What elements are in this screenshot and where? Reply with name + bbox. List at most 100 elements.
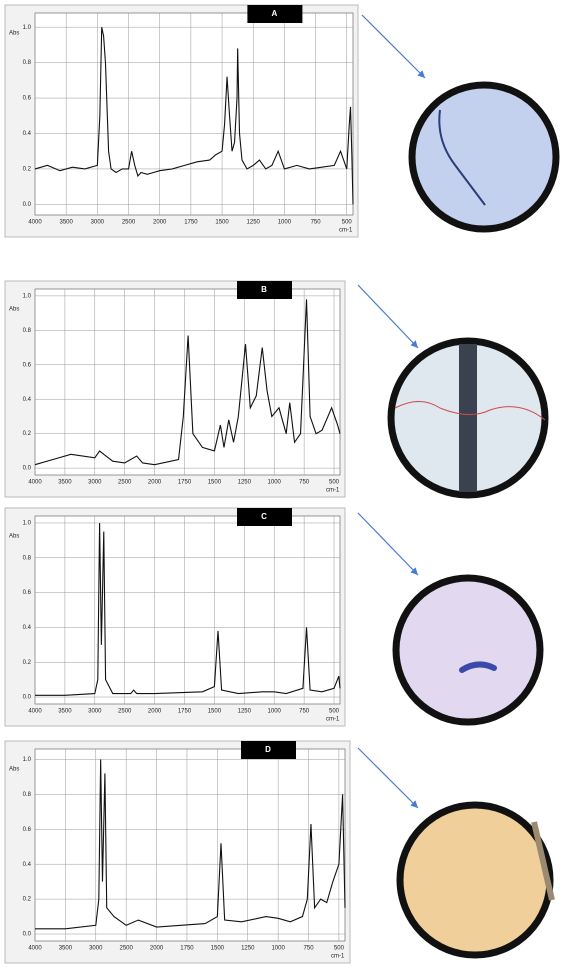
chart: 4000 3500 3000 2500 2000 1750 1500 1250 1000 750 5… [4, 4, 359, 238]
chart: 4000 3500 3000 2500 2000 1750 1500 1250 1000 750 5… [4, 740, 351, 964]
x-tick-label: 2500 [122, 220, 136, 226]
x-tick-label: 750 [304, 946, 315, 952]
y-tick-label: 0.8 [23, 60, 32, 66]
spectrum-line [34, 299, 341, 466]
y-tick-label: 1.0 [23, 757, 32, 763]
x-tick-label: 2000 [148, 480, 162, 486]
x-tick-label: 1250 [241, 946, 255, 952]
x-tick-label: 2500 [118, 480, 132, 486]
x-tick-label: 2500 [119, 946, 133, 952]
x-axis-label: cm-1 [326, 488, 340, 494]
x-tick-label: 3500 [58, 709, 72, 715]
y-tick-label: 0.8 [23, 328, 32, 334]
x-tick-label: 4000 [28, 709, 42, 715]
y-tick-label: 1.0 [23, 25, 32, 31]
x-tick-label: 2000 [148, 709, 162, 715]
arrow [357, 512, 419, 576]
y-tick-label: 0.8 [23, 555, 32, 561]
x-tick-label: 3000 [88, 480, 102, 486]
x-tick-label: 1750 [184, 220, 198, 226]
x-tick-label: 500 [329, 709, 340, 715]
x-tick-label: 1000 [268, 480, 282, 486]
y-axis-label: Abs [9, 534, 19, 540]
x-tick-label: 1250 [247, 220, 261, 226]
spectrum-line [35, 759, 346, 930]
x-axis-label: cm-1 [326, 717, 340, 723]
arrow [361, 14, 426, 79]
fiber [531, 821, 555, 901]
y-tick-label: 0.2 [23, 897, 32, 903]
y-tick-label: 0.4 [23, 625, 32, 631]
x-tick-label: 1500 [211, 946, 225, 952]
arrow [357, 747, 419, 809]
y-tick-label: 0.0 [23, 466, 32, 472]
x-tick-label: 2500 [118, 709, 132, 715]
y-tick-label: 0.4 [23, 131, 32, 137]
x-tick-label: 750 [311, 220, 322, 226]
x-tick-label: 3500 [59, 220, 73, 226]
y-axis-label: Abs [9, 307, 19, 313]
x-tick-label: 3000 [89, 946, 103, 952]
fiber [394, 401, 546, 421]
x-tick-label: 1500 [208, 480, 222, 486]
y-tick-label: 0.6 [23, 96, 32, 102]
fiber [438, 109, 486, 206]
chart-title: C [261, 512, 267, 521]
x-tick-label: 1500 [215, 220, 229, 226]
x-tick-label: 1250 [238, 480, 252, 486]
chart: 4000 3500 3000 2500 2000 1750 1500 1250 1000 750 5… [4, 280, 346, 498]
x-tick-label: 1750 [180, 946, 194, 952]
title-box [241, 741, 296, 759]
title-box [237, 508, 292, 526]
title-box [247, 5, 303, 23]
micrograph [392, 574, 544, 726]
x-axis-label: cm-1 [331, 954, 345, 960]
micrograph [408, 81, 560, 233]
y-tick-label: 0.6 [23, 827, 32, 833]
y-tick-label: 0.0 [23, 202, 32, 208]
y-tick-label: 0.0 [23, 932, 32, 938]
micrograph [396, 801, 554, 959]
x-tick-label: 4000 [28, 480, 42, 486]
x-tick-label: 500 [334, 946, 345, 952]
x-tick-label: 1500 [208, 709, 222, 715]
fiber [459, 344, 477, 492]
y-axis-label: Abs [9, 31, 19, 37]
fiber [459, 661, 497, 673]
spectrum-line [34, 27, 354, 205]
x-tick-label: 1000 [268, 709, 282, 715]
x-tick-label: 1750 [178, 480, 192, 486]
spectrum-line [35, 522, 341, 696]
x-tick-label: 3500 [59, 946, 73, 952]
x-tick-label: 1000 [278, 220, 292, 226]
arrows [357, 14, 426, 809]
chart: 4000 3500 3000 2500 2000 1750 1500 1250 1000 750 5… [4, 507, 346, 727]
arrow [357, 284, 419, 349]
y-tick-label: 0.4 [23, 397, 32, 403]
y-tick-label: 0.6 [23, 590, 32, 596]
plot-area [34, 288, 341, 476]
x-tick-label: 1000 [271, 946, 285, 952]
plot-area [34, 748, 346, 942]
x-tick-label: 3000 [91, 220, 105, 226]
chart-title: A [272, 9, 278, 18]
y-tick-label: 0.2 [23, 431, 32, 437]
y-tick-label: 1.0 [23, 521, 32, 527]
x-tick-label: 4000 [28, 946, 42, 952]
y-axis-label: Abs [9, 767, 19, 773]
x-tick-label: 1250 [238, 709, 252, 715]
plot-area [34, 12, 354, 216]
y-tick-label: 1.0 [23, 293, 32, 299]
x-tick-label: 4000 [28, 220, 42, 226]
y-tick-label: 0.2 [23, 660, 32, 666]
y-tick-label: 0.0 [23, 695, 32, 701]
chart-title: B [261, 285, 267, 294]
x-axis-label: cm-1 [339, 228, 353, 234]
plot-area [34, 515, 341, 705]
title-box [237, 281, 292, 299]
x-tick-label: 1750 [178, 709, 192, 715]
y-tick-label: 0.8 [23, 792, 32, 798]
micrographs [387, 81, 560, 959]
x-tick-label: 750 [299, 480, 310, 486]
